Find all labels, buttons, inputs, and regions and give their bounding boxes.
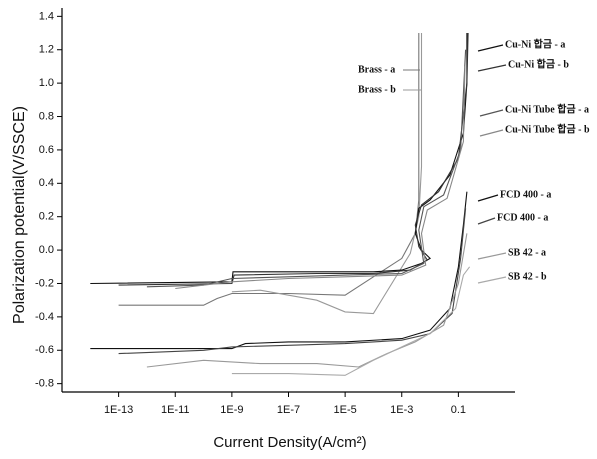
series-line <box>146 49 467 288</box>
series-line <box>118 33 420 306</box>
legend-label: SB 42 - b <box>508 271 547 282</box>
y-axis-label: Polarization potential(V/SSCE) <box>11 106 28 324</box>
series-line <box>90 33 468 285</box>
series-line <box>146 233 468 368</box>
series-line <box>118 208 467 355</box>
x-tick-label: 1E-5 <box>334 404 357 416</box>
x-axis-label: Current Density(A/cm²) <box>213 434 366 451</box>
x-tick-label: 1E-9 <box>220 404 243 416</box>
x-tick-label: 1E-13 <box>104 404 133 416</box>
series-line <box>118 32 469 286</box>
legend-arrow <box>477 64 507 72</box>
series-line <box>231 33 423 315</box>
legend-label: FCD 400 - a <box>500 189 551 200</box>
legend-label: Brass - a <box>358 64 395 75</box>
legend-label: Cu-Ni 합금 - a <box>505 37 565 50</box>
legend-arrow <box>477 276 507 284</box>
legend-arrow <box>477 217 496 225</box>
legend-arrow <box>477 194 499 202</box>
x-tick-label: 1E-7 <box>277 404 300 416</box>
series-line <box>90 191 468 350</box>
y-tick-label: 1.0 <box>39 77 54 89</box>
legend-arrow <box>477 44 504 52</box>
y-tick-label: 1.2 <box>39 44 54 56</box>
y-tick-label: -0.8 <box>35 378 54 390</box>
legend-label: FCD 400 - a <box>497 212 548 223</box>
series-line <box>231 266 471 376</box>
y-tick-label: 0.8 <box>39 110 54 122</box>
legend-label: Cu-Ni Tube 합금 - a <box>505 102 589 115</box>
legend-label: Brass - b <box>358 84 396 95</box>
legend-label: SB 42 - a <box>508 247 546 258</box>
y-tick-label: -0.2 <box>35 277 54 289</box>
y-tick-label: 0.2 <box>39 211 54 223</box>
y-tick-label: 0.4 <box>39 177 54 189</box>
x-tick-label: 1E-11 <box>161 404 190 416</box>
y-tick-label: -0.4 <box>35 311 54 323</box>
legend-arrow <box>477 252 507 260</box>
y-tick-label: 0.0 <box>39 244 54 256</box>
x-tick-label: 0.1 <box>451 404 466 416</box>
y-tick-label: 0.6 <box>39 144 54 156</box>
legend-label: Cu-Ni Tube 합금 - b <box>505 122 590 135</box>
series-line <box>175 66 466 290</box>
legend-arrow <box>479 109 504 117</box>
legend-label: Cu-Ni 합금 - b <box>508 57 569 70</box>
y-tick-label: 1.4 <box>39 10 54 22</box>
x-tick-label: 1E-3 <box>390 404 413 416</box>
legend-arrow <box>479 129 504 137</box>
y-tick-label: -0.6 <box>35 344 54 356</box>
